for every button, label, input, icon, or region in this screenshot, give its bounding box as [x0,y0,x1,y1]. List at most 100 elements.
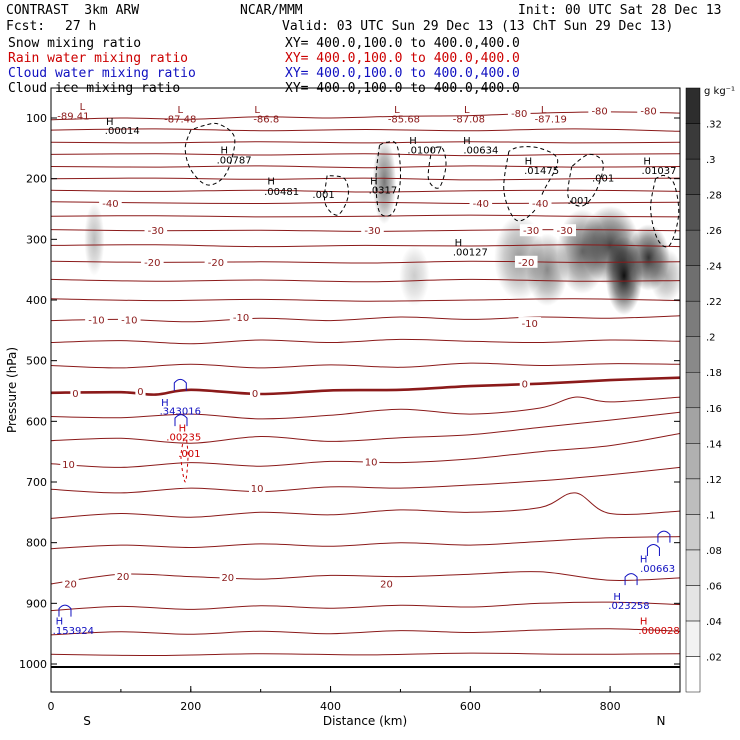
contour-label: -30 [364,226,380,237]
contour-label-background [99,196,122,209]
model-title: CONTRAST 3km ARW [6,3,140,18]
y-tick-label: 1000 [19,658,47,671]
colorbar-level-label: .06 [706,581,722,592]
extremum-label: -87.48 [164,115,196,126]
extremum-label: -86.8 [253,115,279,126]
contour-label: -10 [121,315,137,326]
cloud-ice-contour [184,122,236,186]
extremum-label: .023258 [608,601,649,612]
cloud-ice-contour [375,141,402,217]
cloud-water-contour [173,378,187,391]
contour-label-background [144,224,168,237]
colorbar-segment [685,407,701,444]
temperature-contour [51,165,680,169]
contour-label-background [553,224,576,237]
extremum-label: .001 [568,196,590,207]
contour-label-background [588,104,611,117]
temperature-contour [51,153,680,157]
cloud-water-contour [624,573,638,586]
contour-label-background [378,577,395,590]
temperature-contour [51,298,680,302]
extremum-label: H [161,398,169,409]
extremum-label: .001 [178,449,200,460]
colorbar-segment [685,194,701,231]
extremum-label: .00235 [166,433,201,444]
contour-label: 0 [137,387,143,398]
temperature-contour [51,128,680,132]
extremum-label: .343016 [160,406,201,417]
contour-label: 10 [251,484,264,495]
x-tick-label: 400 [320,700,341,713]
y-tick-label: 900 [26,597,47,610]
extremum-label: L [80,102,86,113]
extremum-label: .00127 [453,247,488,258]
legend-snow-label: Snow mixing ratio [8,36,142,51]
temperature-contour [51,362,680,369]
contour-label: 20 [117,572,130,583]
contour-label-background [141,255,164,268]
colorbar-segment [685,87,701,124]
extremum-label: H [370,176,378,187]
colorbar-segment [685,620,701,657]
contour-label: -30 [148,226,164,237]
extremum-label: H [640,554,648,565]
contour-label: 20 [221,573,234,584]
contour-label: -80 [640,107,656,118]
contour-label-background [85,313,108,326]
contour-label: -80 [591,107,607,118]
contour-label-background [518,317,542,330]
temperature-contour [51,315,680,323]
colorbar-level-label: .28 [706,191,722,202]
extremum-label: .001 [592,173,614,184]
colorbar-level-label: .02 [706,652,722,663]
extremum-label: H [525,156,533,167]
temperature-contour [51,177,680,181]
init-time: Init: 00 UTC Sat 28 Dec 13 [518,3,722,18]
contour-label: -20 [518,258,534,269]
legend-rain-xy: XY= 400.0,100.0 to 400.0,400.0 [285,51,520,66]
colorbar-segment [685,514,701,551]
extremum-label: .01475 [524,166,559,177]
extremum-label: -85.68 [388,115,420,126]
fcst-value: 27 h [65,19,97,34]
x-tick-label: 600 [460,700,481,713]
extremum-label: H [640,616,648,627]
extremum-label: .0317 [369,186,398,197]
contour-label: 20 [64,579,77,590]
colorbar-level-label: .12 [706,475,722,486]
temperature-contour [51,201,680,205]
temperature-contour [51,571,680,585]
extremum-label: H [106,117,114,128]
colorbar-level-label: .1 [706,510,716,521]
contour-label-background [60,457,77,470]
contour-label-background [637,104,660,117]
temperature-contour [51,536,680,550]
extremum-label: H [463,136,471,147]
temperature-contour [51,278,680,283]
y-tick-label: 300 [26,233,47,246]
contour-label: 0 [252,389,258,400]
contour-label: 10 [62,460,75,471]
cloud-water-contour [58,604,72,617]
legend-cloud-water-label: Cloud water mixing ratio [8,66,196,81]
contour-label: -30 [523,226,539,237]
extremum-label: L [464,105,470,116]
extremum-label: H [455,238,463,249]
contour-label-background [62,577,79,590]
colorbar-segment [685,371,701,409]
temperature-contour [51,466,680,494]
contour-label: -10 [88,315,104,326]
y-tick-label: 200 [26,173,47,186]
snow-shading-blob [649,248,680,304]
extremum-label: H [179,423,187,434]
colorbar-level-label: .22 [706,297,722,308]
colorbar-level-label: .16 [706,404,722,415]
y-tick-label: 500 [26,355,47,368]
contour-label: -40 [102,199,118,210]
temperature-contour [51,628,680,636]
colorbar-segment [685,300,701,337]
temperature-contour [51,492,680,519]
contour-label-background [114,570,132,583]
y-tick-label: 700 [26,476,47,489]
temperature-contour [51,601,680,612]
